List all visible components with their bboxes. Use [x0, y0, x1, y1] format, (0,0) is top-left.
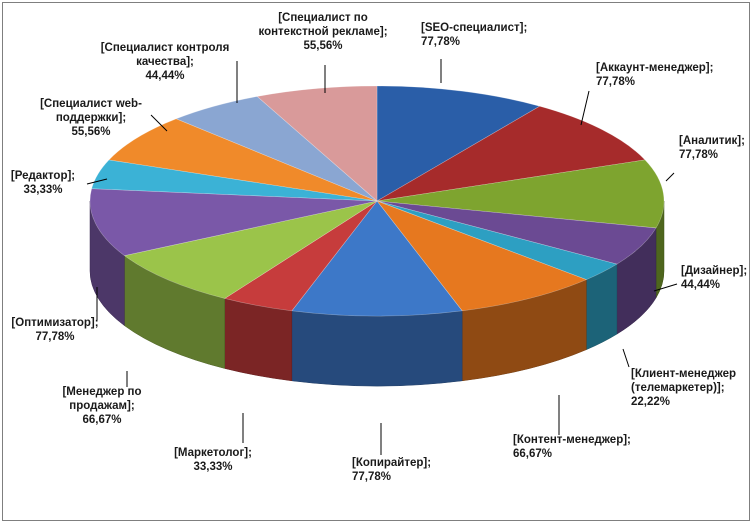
data-label-9-line-0: [Оптимизатор]; [11, 317, 98, 329]
data-label-10: [Редактор]; 33,33% [11, 170, 75, 196]
pie-side-walls [89, 200, 665, 387]
data-label-5-line-0: [Контент-менеджер]; [513, 434, 631, 446]
data-label-6: [Копирайтер]; 77,78% [352, 457, 431, 483]
data-label-12-line-0: [Специалист контроля [101, 42, 230, 54]
pie-slice-7 [223, 200, 378, 312]
pie-slice-2 [376, 159, 665, 229]
data-label-13: [Специалист по контекстной рекламе]; 55,56… [258, 12, 387, 52]
pie-slice-5 [376, 200, 588, 312]
data-label-6-line-0: [Копирайтер]; [352, 457, 431, 469]
data-label-1: [Аккаунт-менеджер]; 77,78% [596, 62, 713, 88]
data-label-3-line-1: 44,44% [681, 279, 720, 291]
data-label-8-line-1: продажам]; [69, 400, 134, 412]
data-label-10-line-1: 33,33% [23, 184, 62, 196]
leader-line-4 [622, 348, 630, 368]
data-label-1-line-1: 77,78% [596, 76, 635, 88]
pie-slice-12 [175, 96, 378, 202]
data-label-4: [Клиент-менеджер (телемаркетер)]; 22,22% [631, 368, 736, 408]
pie-slice-1 [376, 105, 646, 202]
data-label-7: [Маркетолог]; 33,33% [174, 447, 252, 473]
pie-side-6 [291, 310, 463, 387]
pie-slice-6 [291, 200, 463, 317]
data-label-11-line-2: 55,56% [71, 126, 110, 138]
pie-chart: [SEO-специалист]; 77,78%[Аккаунт-менеджер… [11, 12, 747, 483]
data-label-4-line-2: 22,22% [631, 396, 670, 408]
pie-slice-4 [376, 200, 618, 280]
pie-slice-3 [376, 200, 657, 265]
pie-slice-9 [89, 188, 378, 256]
data-label-8: [Менеджер по продажам]; 66,67% [62, 386, 141, 426]
data-label-2-line-0: [Аналитик]; [679, 135, 745, 147]
data-label-12-line-1: качества]; [136, 56, 194, 68]
pie-slice-11 [108, 118, 378, 202]
data-label-11-line-0: [Специалист web- [40, 98, 142, 110]
data-label-0: [SEO-специалист]; 77,78% [421, 22, 527, 48]
pie-slice-13 [256, 85, 378, 202]
data-label-2: [Аналитик]; 77,78% [679, 135, 745, 161]
data-label-4-line-0: [Клиент-менеджер [631, 368, 736, 380]
data-label-8-line-0: [Менеджер по [62, 386, 141, 398]
data-label-6-line-1: 77,78% [352, 471, 391, 483]
leader-line-11 [150, 114, 168, 132]
leader-line-3 [653, 283, 678, 292]
leader-line-2 [665, 172, 675, 182]
data-label-7-line-0: [Маркетолог]; [174, 447, 252, 459]
data-label-3: [Дизайнер]; 44,44% [681, 265, 747, 291]
pie-top-faces [89, 85, 665, 317]
data-label-9: [Оптимизатор]; 77,78% [11, 317, 98, 343]
data-label-5: [Контент-менеджер]; 66,67% [513, 434, 631, 460]
data-label-1-line-0: [Аккаунт-менеджер]; [596, 62, 713, 74]
pie-side-7 [224, 298, 293, 382]
data-label-3-line-0: [Дизайнер]; [681, 265, 747, 277]
pie-slice-8 [123, 200, 378, 299]
data-labels: [SEO-специалист]; 77,78%[Аккаунт-менеджер… [11, 12, 747, 483]
data-label-10-line-0: [Редактор]; [11, 170, 75, 182]
data-label-13-line-1: контекстной рекламе]; [258, 26, 387, 38]
data-label-0-line-1: 77,78% [421, 36, 460, 48]
data-label-11-line-1: поддержки]; [56, 112, 126, 124]
data-label-4-line-1: (телемаркетер)]; [631, 382, 725, 394]
leader-line-1 [580, 90, 590, 126]
pie-slice-10 [91, 159, 378, 202]
data-label-13-line-0: [Специалист по [278, 12, 368, 24]
data-label-2-line-1: 77,78% [679, 149, 718, 161]
data-label-0-line-0: [SEO-специалист]; [421, 22, 527, 34]
data-label-12-line-2: 44,44% [145, 70, 184, 82]
leader-line-10 [86, 178, 108, 185]
data-label-5-line-1: 66,67% [513, 448, 552, 460]
data-label-7-line-1: 33,33% [193, 461, 232, 473]
data-label-13-line-2: 55,56% [303, 40, 342, 52]
data-label-12: [Специалист контроля качества]; 44,44% [101, 42, 230, 82]
data-label-8-line-2: 66,67% [82, 414, 121, 426]
data-label-9-line-1: 77,78% [35, 331, 74, 343]
data-label-11: [Специалист web-поддержки]; 55,56% [40, 98, 142, 138]
pie-slice-0 [376, 85, 541, 202]
